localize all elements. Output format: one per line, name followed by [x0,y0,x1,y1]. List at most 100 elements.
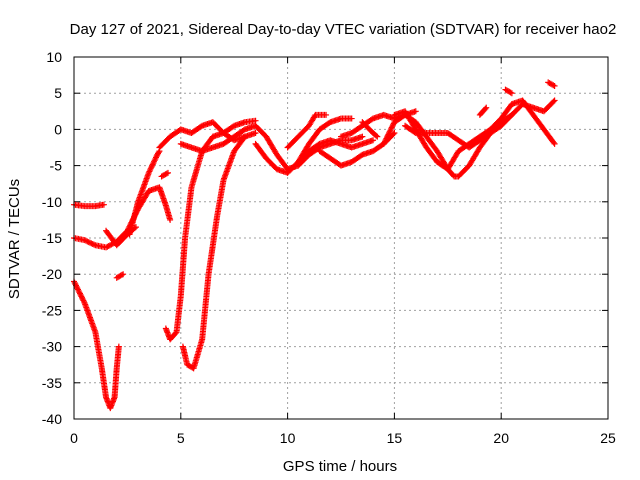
data-point [81,298,88,305]
data-point [149,161,156,168]
data-points [71,79,558,412]
plot-frame [73,56,609,420]
data-point [81,237,88,244]
x-tick-label: 5 [177,430,185,446]
data-point [507,112,514,119]
x-tick-label: 25 [600,430,616,446]
data-point [75,286,82,293]
data-point [370,137,377,144]
data-point [167,216,174,223]
series-1 [71,201,107,210]
data-point [483,104,490,111]
data-point [411,129,418,136]
data-point [482,105,489,112]
series-23 [545,79,558,89]
data-point [252,130,259,137]
y-tick-label: -30 [42,339,62,355]
data-point [79,294,86,301]
y-tick-label: 10 [46,49,62,65]
data-point [77,290,84,297]
data-point [384,134,391,141]
data-point [508,90,515,97]
series-20 [402,97,558,151]
series-17 [359,119,381,140]
data-point [550,82,557,89]
data-point [241,133,248,140]
y-tick-label: -40 [42,411,62,427]
data-point [115,343,122,350]
data-point [381,139,388,146]
data-point [164,169,171,176]
data-point [388,124,395,131]
data-point [120,271,127,278]
data-point [152,154,159,161]
data-point [551,140,558,147]
series-8 [162,117,259,343]
data-point [551,82,558,89]
data-point [71,279,78,286]
data-point [252,117,259,124]
x-tick-label: 15 [387,430,403,446]
data-point [348,115,355,122]
series-22 [502,86,515,97]
data-point [551,97,558,104]
data-point [163,170,170,177]
data-point [152,155,159,162]
data-point [100,201,107,208]
data-point [77,292,84,299]
data-point [382,136,389,143]
data-point [88,240,95,247]
data-point [380,140,387,147]
series-14 [295,137,377,165]
data-point [79,296,86,303]
data-point [83,237,90,244]
data-point [390,121,397,128]
series-4 [103,224,139,249]
data-point [507,89,514,96]
data-point [151,158,158,165]
y-tick-label: -20 [42,266,62,282]
data-point [148,164,155,171]
data-point [323,111,330,118]
chart-title: Day 127 of 2021, Sidereal Day-to-day VTE… [70,21,617,38]
y-tick-label: -35 [42,375,62,391]
series-3 [71,278,122,412]
data-point [389,123,396,130]
y-tick-labels: 10 5 0 -5 -10 -15 -20 -25 -30 -35 -40 [42,49,62,427]
data-point [373,132,380,139]
data-point [73,283,80,290]
data-point [80,297,87,304]
y-tick-label: 0 [54,121,62,137]
data-point [151,157,158,164]
data-point [75,287,82,294]
data-point [155,149,162,156]
data-point [387,127,394,134]
data-point [149,162,156,169]
series-5 [113,271,127,281]
data-point [388,125,395,132]
data-point [550,139,557,146]
series-6 [126,148,163,238]
data-point [84,238,91,245]
series-13 [284,111,330,151]
data-point [374,133,381,140]
data-point [384,132,391,139]
data-point [85,239,92,246]
series-10 [156,119,248,151]
x-tick-label: 0 [70,430,78,446]
data-point [383,135,390,142]
series-7 [158,169,171,180]
series-9 [179,130,259,372]
series-19 [391,108,515,173]
data-point [147,167,154,174]
x-tick-label: 20 [493,430,509,446]
data-point [508,111,515,118]
y-tick-label: -15 [42,230,62,246]
series-21 [476,104,490,118]
data-point [72,281,79,288]
data-point [91,241,98,248]
y-tick-label: -25 [42,302,62,318]
x-tick-label: 10 [280,430,296,446]
data-point [550,98,557,105]
data-point [150,160,157,167]
